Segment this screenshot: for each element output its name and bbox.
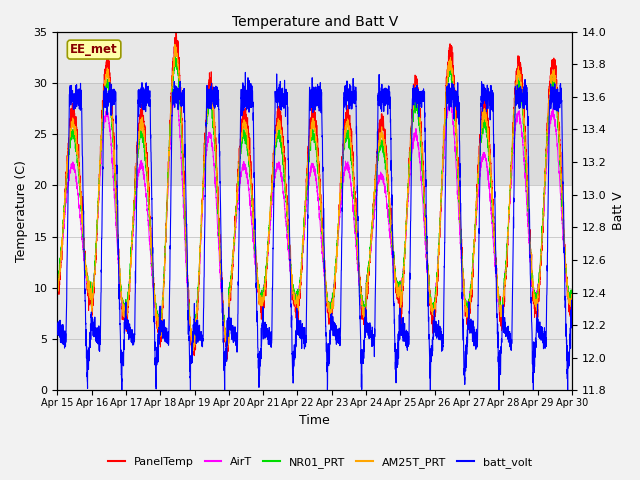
Bar — [58, 83, 572, 185]
X-axis label: Time: Time — [300, 414, 330, 427]
Bar — [58, 185, 572, 288]
Legend: PanelTemp, AirT, NR01_PRT, AM25T_PRT, batt_volt: PanelTemp, AirT, NR01_PRT, AM25T_PRT, ba… — [104, 452, 536, 472]
Text: EE_met: EE_met — [70, 43, 118, 56]
Y-axis label: Batt V: Batt V — [612, 192, 625, 230]
Y-axis label: Temperature (C): Temperature (C) — [15, 160, 28, 262]
Title: Temperature and Batt V: Temperature and Batt V — [232, 15, 397, 29]
